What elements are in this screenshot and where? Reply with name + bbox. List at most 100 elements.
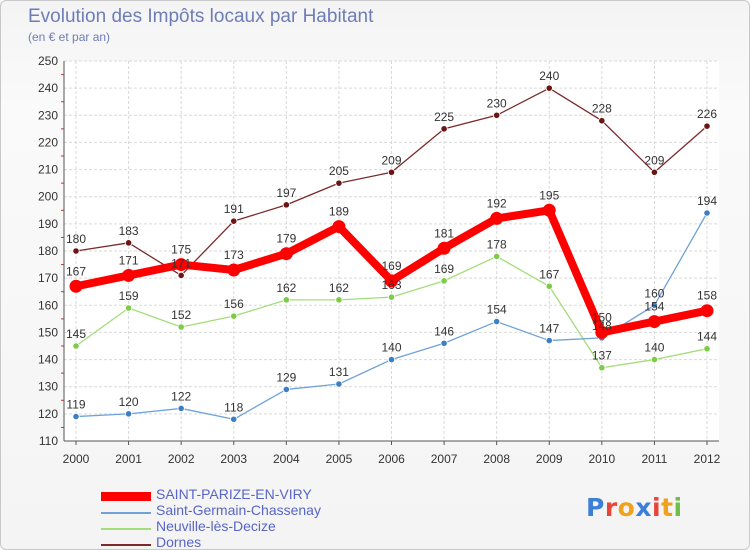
y-tick-label: 250 xyxy=(38,54,58,68)
data-label: 146 xyxy=(434,324,454,338)
data-label: 154 xyxy=(487,303,507,317)
data-label: 163 xyxy=(381,278,401,292)
data-label: 205 xyxy=(329,164,349,178)
data-label: 148 xyxy=(592,319,612,333)
data-point-dornes xyxy=(282,201,290,209)
data-point-dornes xyxy=(545,84,553,92)
data-point-neuville-l-s-decize xyxy=(177,323,185,331)
data-point-neuville-l-s-decize xyxy=(124,304,133,312)
data-label: 156 xyxy=(224,297,244,311)
data-point-dornes xyxy=(72,247,80,255)
y-tick-label: 120 xyxy=(38,407,58,421)
data-label: 140 xyxy=(381,341,401,355)
x-tick-label: 2007 xyxy=(431,452,458,466)
data-label: 209 xyxy=(381,153,401,167)
data-point-saint-parize-en-viry xyxy=(490,211,504,225)
data-point-saint-parize-en-viry xyxy=(279,247,293,261)
data-point-dornes xyxy=(124,239,133,247)
x-tick-label: 2011 xyxy=(642,452,668,466)
data-point-neuville-l-s-decize xyxy=(703,345,711,353)
data-point-dornes xyxy=(440,125,448,133)
y-tick-label: 150 xyxy=(38,325,58,339)
y-tick-label: 130 xyxy=(38,380,58,394)
data-label: 162 xyxy=(276,281,296,295)
x-tick-label: 2004 xyxy=(273,452,300,466)
data-point-dornes xyxy=(493,111,501,119)
data-label: 129 xyxy=(276,370,296,384)
x-tick-label: 2005 xyxy=(326,452,353,466)
data-point-saint-parize-en-viry xyxy=(437,241,451,255)
data-point-saint-germain-chassenay xyxy=(282,385,290,394)
data-point-dornes xyxy=(335,179,343,187)
data-label: 120 xyxy=(119,395,139,409)
data-label: 181 xyxy=(434,226,454,240)
x-tick-label: 2001 xyxy=(115,452,142,466)
data-point-saint-germain-chassenay xyxy=(230,415,238,423)
data-label: 150 xyxy=(592,310,612,324)
y-tick-label: 220 xyxy=(38,135,58,149)
data-label: 171 xyxy=(119,253,139,267)
legend-swatch xyxy=(101,492,151,501)
data-label: 169 xyxy=(434,262,454,276)
data-point-saint-germain-chassenay xyxy=(387,355,396,364)
data-label: 140 xyxy=(644,341,664,355)
data-label: 137 xyxy=(592,349,612,363)
data-point-neuville-l-s-decize xyxy=(335,296,343,304)
data-label: 194 xyxy=(697,194,717,208)
data-point-dornes xyxy=(230,217,238,225)
data-label: 228 xyxy=(592,102,612,116)
data-label: 152 xyxy=(171,308,191,322)
data-point-saint-germain-chassenay xyxy=(703,209,711,217)
data-point-dornes xyxy=(177,271,185,280)
proxiti-logo: Proxiti xyxy=(586,493,683,522)
data-label: 189 xyxy=(329,205,349,219)
legend-swatch xyxy=(101,528,151,530)
data-point-neuville-l-s-decize xyxy=(650,355,659,364)
data-point-saint-parize-en-viry xyxy=(595,325,609,339)
y-tick-label: 240 xyxy=(38,81,58,95)
legend-label: Neuville-lès-Decize xyxy=(156,518,276,534)
data-point-neuville-l-s-decize xyxy=(72,342,80,350)
legend-swatch xyxy=(101,544,151,546)
data-point-dornes xyxy=(387,168,396,176)
data-point-saint-germain-chassenay xyxy=(124,410,133,418)
x-tick-label: 2000 xyxy=(63,452,90,466)
legend-label: Dornes xyxy=(156,534,202,550)
data-label: 197 xyxy=(276,186,296,200)
y-tick-label: 160 xyxy=(38,298,58,312)
x-tick-label: 2010 xyxy=(588,452,615,466)
data-point-saint-germain-chassenay xyxy=(335,380,343,388)
data-point-saint-germain-chassenay xyxy=(177,404,185,413)
data-label: 173 xyxy=(224,248,244,262)
y-tick-label: 110 xyxy=(39,434,58,448)
x-tick-label: 2009 xyxy=(536,452,563,466)
data-point-neuville-l-s-decize xyxy=(282,296,290,304)
data-point-saint-parize-en-viry xyxy=(332,220,346,234)
data-point-neuville-l-s-decize xyxy=(387,293,396,301)
y-tick-label: 200 xyxy=(38,190,58,204)
y-tick-label: 180 xyxy=(38,244,58,258)
data-point-neuville-l-s-decize xyxy=(230,312,238,320)
data-label: 169 xyxy=(381,259,401,273)
data-label: 180 xyxy=(66,232,86,246)
data-label: 175 xyxy=(171,243,191,257)
data-point-saint-parize-en-viry xyxy=(647,315,661,329)
data-label: 145 xyxy=(66,327,86,341)
data-label: 118 xyxy=(224,400,243,414)
data-point-dornes xyxy=(598,117,606,125)
data-label: 225 xyxy=(434,110,454,124)
data-point-saint-parize-en-viry xyxy=(385,274,398,288)
data-point-saint-germain-chassenay xyxy=(545,336,553,345)
data-label: 195 xyxy=(539,188,559,202)
data-point-neuville-l-s-decize xyxy=(545,282,553,290)
data-label: 154 xyxy=(644,300,664,314)
y-tick-label: 230 xyxy=(38,108,58,122)
legend-label: Saint-Germain-Chassenay xyxy=(156,502,321,518)
legend-label: SAINT-PARIZE-EN-VIRY xyxy=(156,486,312,502)
y-tick-label: 190 xyxy=(38,217,58,231)
data-point-saint-parize-en-viry xyxy=(69,279,83,293)
data-point-neuville-l-s-decize xyxy=(598,364,606,372)
x-tick-label: 2003 xyxy=(220,452,247,466)
